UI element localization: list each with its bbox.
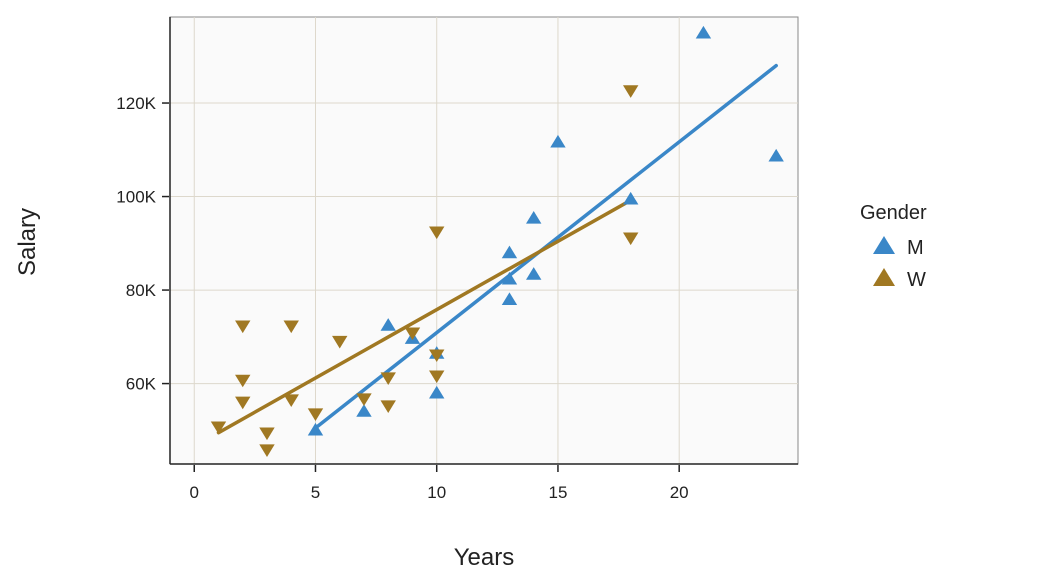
x-axis-label: Years <box>454 544 515 571</box>
x-tick-label: 20 <box>670 483 689 502</box>
point-W <box>235 396 251 410</box>
point-W <box>429 349 445 363</box>
point-W <box>283 320 299 334</box>
point-W <box>380 372 396 385</box>
data-points <box>210 25 784 457</box>
legend-title: Gender <box>860 202 927 224</box>
legend-label-W: W <box>907 269 926 291</box>
y-tick-label: 60K <box>126 375 157 394</box>
point-W <box>622 85 639 98</box>
legend: Gender MW <box>860 202 927 291</box>
y-tick-label: 120K <box>116 94 156 113</box>
point-M <box>429 385 445 399</box>
x-tick-label: 10 <box>427 483 446 502</box>
point-W <box>404 327 421 341</box>
point-W <box>356 393 372 407</box>
legend-marker-W <box>873 268 895 286</box>
point-M <box>501 292 518 306</box>
x-tick-label: 15 <box>548 483 567 502</box>
legend-label-M: M <box>907 237 924 259</box>
point-W <box>622 232 639 246</box>
legend-marker-M <box>873 236 895 254</box>
point-W <box>429 226 445 240</box>
point-W <box>332 335 348 349</box>
x-tick-label: 5 <box>311 483 320 502</box>
point-M <box>550 134 566 148</box>
point-M <box>501 271 518 285</box>
y-axis-label: Salary <box>14 208 41 276</box>
y-tick-label: 100K <box>116 188 156 207</box>
x-tick-label: 0 <box>190 483 199 502</box>
point-W <box>235 320 251 334</box>
fit-lines <box>216 63 778 435</box>
point-W <box>380 400 396 414</box>
point-M <box>526 267 542 280</box>
axes: 0 5 10 15 20 60K 80K 100K 120K <box>116 17 798 502</box>
point-M <box>356 404 372 417</box>
grid <box>170 17 798 464</box>
point-M <box>622 191 639 205</box>
plot-background <box>169 16 799 465</box>
point-W <box>259 444 275 457</box>
y-tick-label: 80K <box>126 281 157 300</box>
point-M <box>307 422 324 436</box>
point-M <box>501 245 518 259</box>
point-W <box>210 421 227 435</box>
fit-line-W <box>216 198 633 435</box>
point-W <box>307 408 324 421</box>
point-W <box>259 427 275 441</box>
point-M <box>526 211 542 224</box>
point-M <box>380 318 396 331</box>
point-W <box>429 370 445 384</box>
point-M <box>768 148 784 162</box>
point-M <box>695 25 712 39</box>
point-W <box>235 374 251 388</box>
point-W <box>283 394 299 407</box>
